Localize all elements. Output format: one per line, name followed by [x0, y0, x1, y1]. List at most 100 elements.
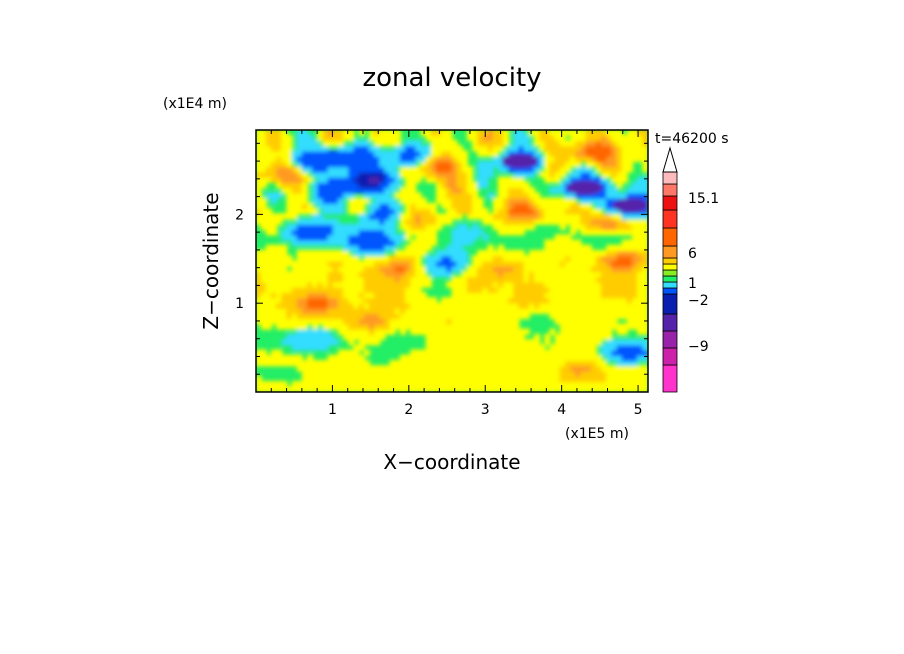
field-cell: [363, 160, 371, 168]
field-cell: [564, 291, 572, 299]
field-cell: [518, 375, 525, 383]
field-cell: [415, 281, 422, 288]
field-cell: [306, 139, 314, 147]
field-cell: [312, 208, 319, 215]
field-cell: [631, 192, 639, 199]
field-cell: [570, 260, 577, 267]
field-cell: [368, 244, 376, 252]
field-cell: [276, 134, 283, 142]
field-cell: [456, 187, 463, 194]
field-cell: [621, 344, 628, 351]
field-cell: [621, 375, 628, 383]
field-cell: [286, 150, 293, 157]
field-cell: [456, 344, 463, 351]
field-cell: [559, 281, 567, 288]
field-cell: [606, 302, 613, 309]
field-cell: [379, 134, 386, 142]
field-cell: [564, 344, 572, 351]
field-cell: [281, 145, 288, 152]
field-cell: [374, 181, 381, 189]
field-cell: [456, 380, 463, 388]
field-cell: [430, 223, 438, 231]
field-cell: [523, 307, 530, 314]
field-cell: [276, 255, 283, 262]
field-cell: [642, 145, 648, 152]
field-cell: [580, 192, 587, 199]
field-cell: [466, 339, 474, 346]
field-cell: [327, 187, 334, 194]
field-cell: [353, 344, 360, 351]
field-cell: [642, 155, 648, 163]
field-cell: [580, 354, 587, 362]
field-cell: [600, 359, 608, 367]
field-cell: [513, 145, 520, 152]
field-cell: [394, 134, 402, 142]
field-cell: [332, 270, 340, 278]
field-cell: [296, 307, 304, 314]
field-cell: [513, 139, 520, 147]
field-cell: [312, 228, 319, 236]
field-cell: [570, 155, 577, 163]
field-cell: [394, 370, 402, 377]
field-cell: [611, 192, 618, 199]
field-cell: [477, 139, 484, 147]
field-cell: [518, 344, 525, 351]
field-cell: [348, 197, 355, 204]
field-cell: [570, 276, 577, 283]
field-cell: [404, 365, 412, 372]
field-cell: [312, 281, 319, 288]
field-cell: [559, 134, 567, 142]
field-cell: [466, 365, 474, 372]
field-cell: [348, 187, 355, 194]
field-cell: [621, 239, 628, 246]
field-cell: [564, 276, 572, 283]
field-cell: [441, 192, 448, 199]
field-cell: [256, 145, 262, 152]
field-cell: [301, 239, 309, 246]
field-cell: [580, 323, 587, 330]
field-cell: [544, 145, 551, 152]
field-cell: [518, 359, 525, 367]
field-cell: [564, 265, 572, 273]
field-cell: [291, 291, 298, 299]
field-cell: [492, 265, 500, 273]
field-cell: [513, 354, 520, 362]
field-cell: [590, 213, 598, 220]
field-cell: [570, 312, 577, 320]
field-cell: [600, 281, 608, 288]
field-cell: [482, 218, 489, 225]
field-cell: [353, 270, 360, 278]
field-cell: [549, 328, 556, 335]
field-cell: [611, 197, 618, 204]
field-cell: [270, 255, 278, 262]
field-cell: [492, 386, 500, 392]
field-cell: [430, 354, 438, 362]
field-cell: [611, 171, 618, 178]
field-cell: [461, 171, 469, 178]
field-cell: [270, 139, 278, 147]
field-cell: [611, 139, 618, 147]
field-cell: [327, 291, 334, 299]
field-cell: [461, 197, 469, 204]
field-cell: [570, 208, 577, 215]
field-cell: [466, 323, 474, 330]
field-cell: [441, 145, 448, 152]
field-cell: [384, 286, 391, 294]
field-cell: [570, 244, 577, 252]
field-cell: [621, 265, 628, 273]
field-cell: [441, 365, 448, 372]
field-cell: [595, 291, 603, 299]
field-cell: [595, 276, 603, 283]
field-cell: [477, 297, 484, 304]
field-cell: [539, 202, 546, 210]
field-cell: [492, 339, 500, 346]
field-cell: [404, 375, 412, 383]
chart-title: zonal velocity: [362, 63, 541, 93]
field-cell: [611, 166, 618, 173]
field-cell: [482, 249, 489, 257]
field-cell: [296, 130, 304, 136]
field-cell: [477, 213, 484, 220]
field-cell: [415, 171, 422, 178]
field-cell: [420, 380, 427, 388]
field-cell: [368, 302, 376, 309]
